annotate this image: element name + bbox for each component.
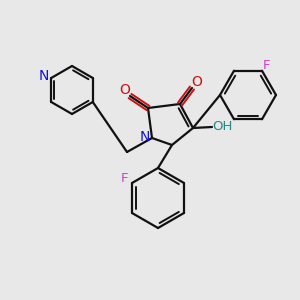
Text: O: O [120, 83, 130, 97]
Text: N: N [140, 130, 150, 144]
Text: N: N [39, 69, 50, 83]
Text: O: O [192, 75, 203, 89]
Text: OH: OH [212, 119, 232, 133]
Text: F: F [263, 59, 271, 72]
Text: F: F [120, 172, 128, 185]
